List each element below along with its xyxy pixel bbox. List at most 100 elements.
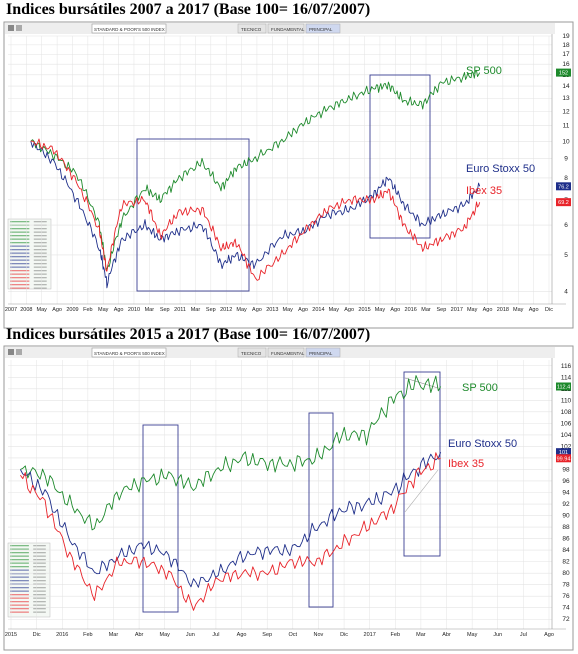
x-tick-label: Abr — [135, 632, 144, 638]
x-tick-label: Dic — [340, 632, 348, 638]
info-row — [10, 548, 29, 550]
x-tick-label: 2016 — [405, 307, 417, 313]
highlight-box — [142, 424, 179, 613]
info-row — [10, 231, 30, 233]
x-tick-label: Jun — [186, 632, 195, 638]
x-tick-label: 2015 — [358, 307, 370, 313]
toolbar-icon[interactable] — [8, 349, 14, 355]
last-value-text: 76.2 — [558, 184, 569, 190]
y-tick-label: 19 — [562, 33, 570, 40]
x-tick-label: May — [282, 307, 293, 313]
info-row — [10, 263, 30, 265]
series-line-ibex — [20, 452, 441, 611]
x-tick-label: 2016 — [56, 632, 68, 638]
info-row — [10, 287, 30, 289]
y-tick-label: 11 — [563, 123, 570, 130]
y-tick-label: 90 — [562, 513, 570, 520]
x-tick-label: Jun — [493, 632, 502, 638]
tab-fundamental[interactable] — [267, 23, 305, 34]
x-tick-label: 2007 — [5, 307, 17, 313]
info-row — [10, 252, 30, 254]
last-value-text: 152 — [559, 71, 568, 77]
symbol-dropdown[interactable] — [91, 23, 167, 34]
symbol-dropdown[interactable] — [91, 347, 167, 358]
tab-principal[interactable] — [305, 347, 341, 358]
x-tick-label: Feb — [83, 307, 92, 313]
tab-principal[interactable] — [305, 23, 341, 34]
info-row — [10, 597, 29, 599]
tab-tecnico[interactable] — [237, 23, 267, 34]
x-tick-label: Mar — [145, 307, 155, 313]
series-label-ibex: Ibex 35 — [466, 185, 502, 197]
toolbar-icon[interactable] — [8, 25, 14, 31]
x-tick-label: 2014 — [312, 307, 324, 313]
y-tick-label: 116 — [561, 363, 572, 370]
y-tick-label: 6 — [564, 222, 568, 229]
y-tick-label: 74 — [562, 605, 570, 612]
y-tick-label: 106 — [561, 420, 572, 427]
x-tick-label: Ago — [390, 307, 400, 313]
info-row — [10, 280, 30, 282]
info-row-value — [33, 235, 47, 237]
y-tick-label: 5 — [564, 252, 568, 259]
info-row-value — [33, 280, 47, 282]
y-tick-label: 104 — [561, 432, 572, 439]
tab-fundamental[interactable] — [267, 347, 305, 358]
info-row — [10, 221, 30, 223]
y-tick-label: 94 — [562, 490, 570, 497]
x-tick-label: 2013 — [266, 307, 278, 313]
tab-fundamental-label: FUNDAMENTAL — [271, 351, 305, 356]
x-tick-label: 2017 — [451, 307, 463, 313]
data-info-box — [7, 218, 52, 290]
last-value-tag — [556, 198, 571, 207]
x-tick-label: Sep — [437, 307, 447, 313]
toolbar-icon[interactable] — [16, 25, 22, 31]
info-row-value — [33, 583, 46, 585]
y-tick-label: 72 — [562, 616, 570, 623]
x-tick-label: 2010 — [128, 307, 140, 313]
toolbar-icon[interactable] — [16, 349, 22, 355]
info-row-value — [33, 231, 47, 233]
info-row-value — [33, 548, 46, 550]
last-value-tag — [556, 454, 571, 463]
info-row — [10, 238, 30, 240]
x-tick-label: Ago — [298, 307, 308, 313]
x-tick-label: 2011 — [174, 307, 186, 313]
y-tick-label: 9 — [564, 156, 568, 163]
panel-frame — [3, 345, 574, 651]
x-tick-label: Ago — [544, 632, 554, 638]
x-tick-label: Sep — [160, 307, 170, 313]
series-line-ibex — [30, 138, 481, 281]
x-tick-label: Ago — [529, 307, 539, 313]
last-value-text: 112.4 — [557, 385, 570, 391]
info-row — [10, 545, 29, 547]
info-row-value — [33, 259, 47, 261]
tab-tecnico[interactable] — [237, 347, 267, 358]
y-tick-label: 10 — [562, 138, 570, 145]
y-tick-label: 108 — [561, 409, 572, 416]
info-row-value — [33, 559, 46, 561]
x-tick-label: Ago — [483, 307, 493, 313]
x-tick-label: Mar — [421, 307, 431, 313]
info-row — [10, 277, 30, 279]
x-tick-label: Ago — [252, 307, 262, 313]
info-row-value — [33, 611, 46, 613]
y-tick-label: 114 — [561, 374, 572, 381]
x-tick-label: Sep — [206, 307, 216, 313]
x-tick-label: Ago — [52, 307, 62, 313]
tab-tecnico-label: TECNICO — [241, 351, 262, 356]
x-tick-label: May — [160, 632, 171, 638]
info-row — [10, 580, 29, 582]
x-tick-label: 2018 — [497, 307, 509, 313]
x-tick-label: Feb — [83, 632, 92, 638]
data-info-panel — [7, 542, 51, 618]
x-tick-label: May — [37, 307, 48, 313]
x-tick-label: May — [467, 632, 478, 638]
info-row — [10, 235, 30, 237]
info-row — [10, 228, 30, 230]
last-value-tag — [556, 382, 571, 391]
last-value-text: 69.2 — [558, 200, 569, 206]
info-row — [10, 590, 29, 592]
info-row — [10, 242, 30, 244]
info-row — [10, 576, 29, 578]
